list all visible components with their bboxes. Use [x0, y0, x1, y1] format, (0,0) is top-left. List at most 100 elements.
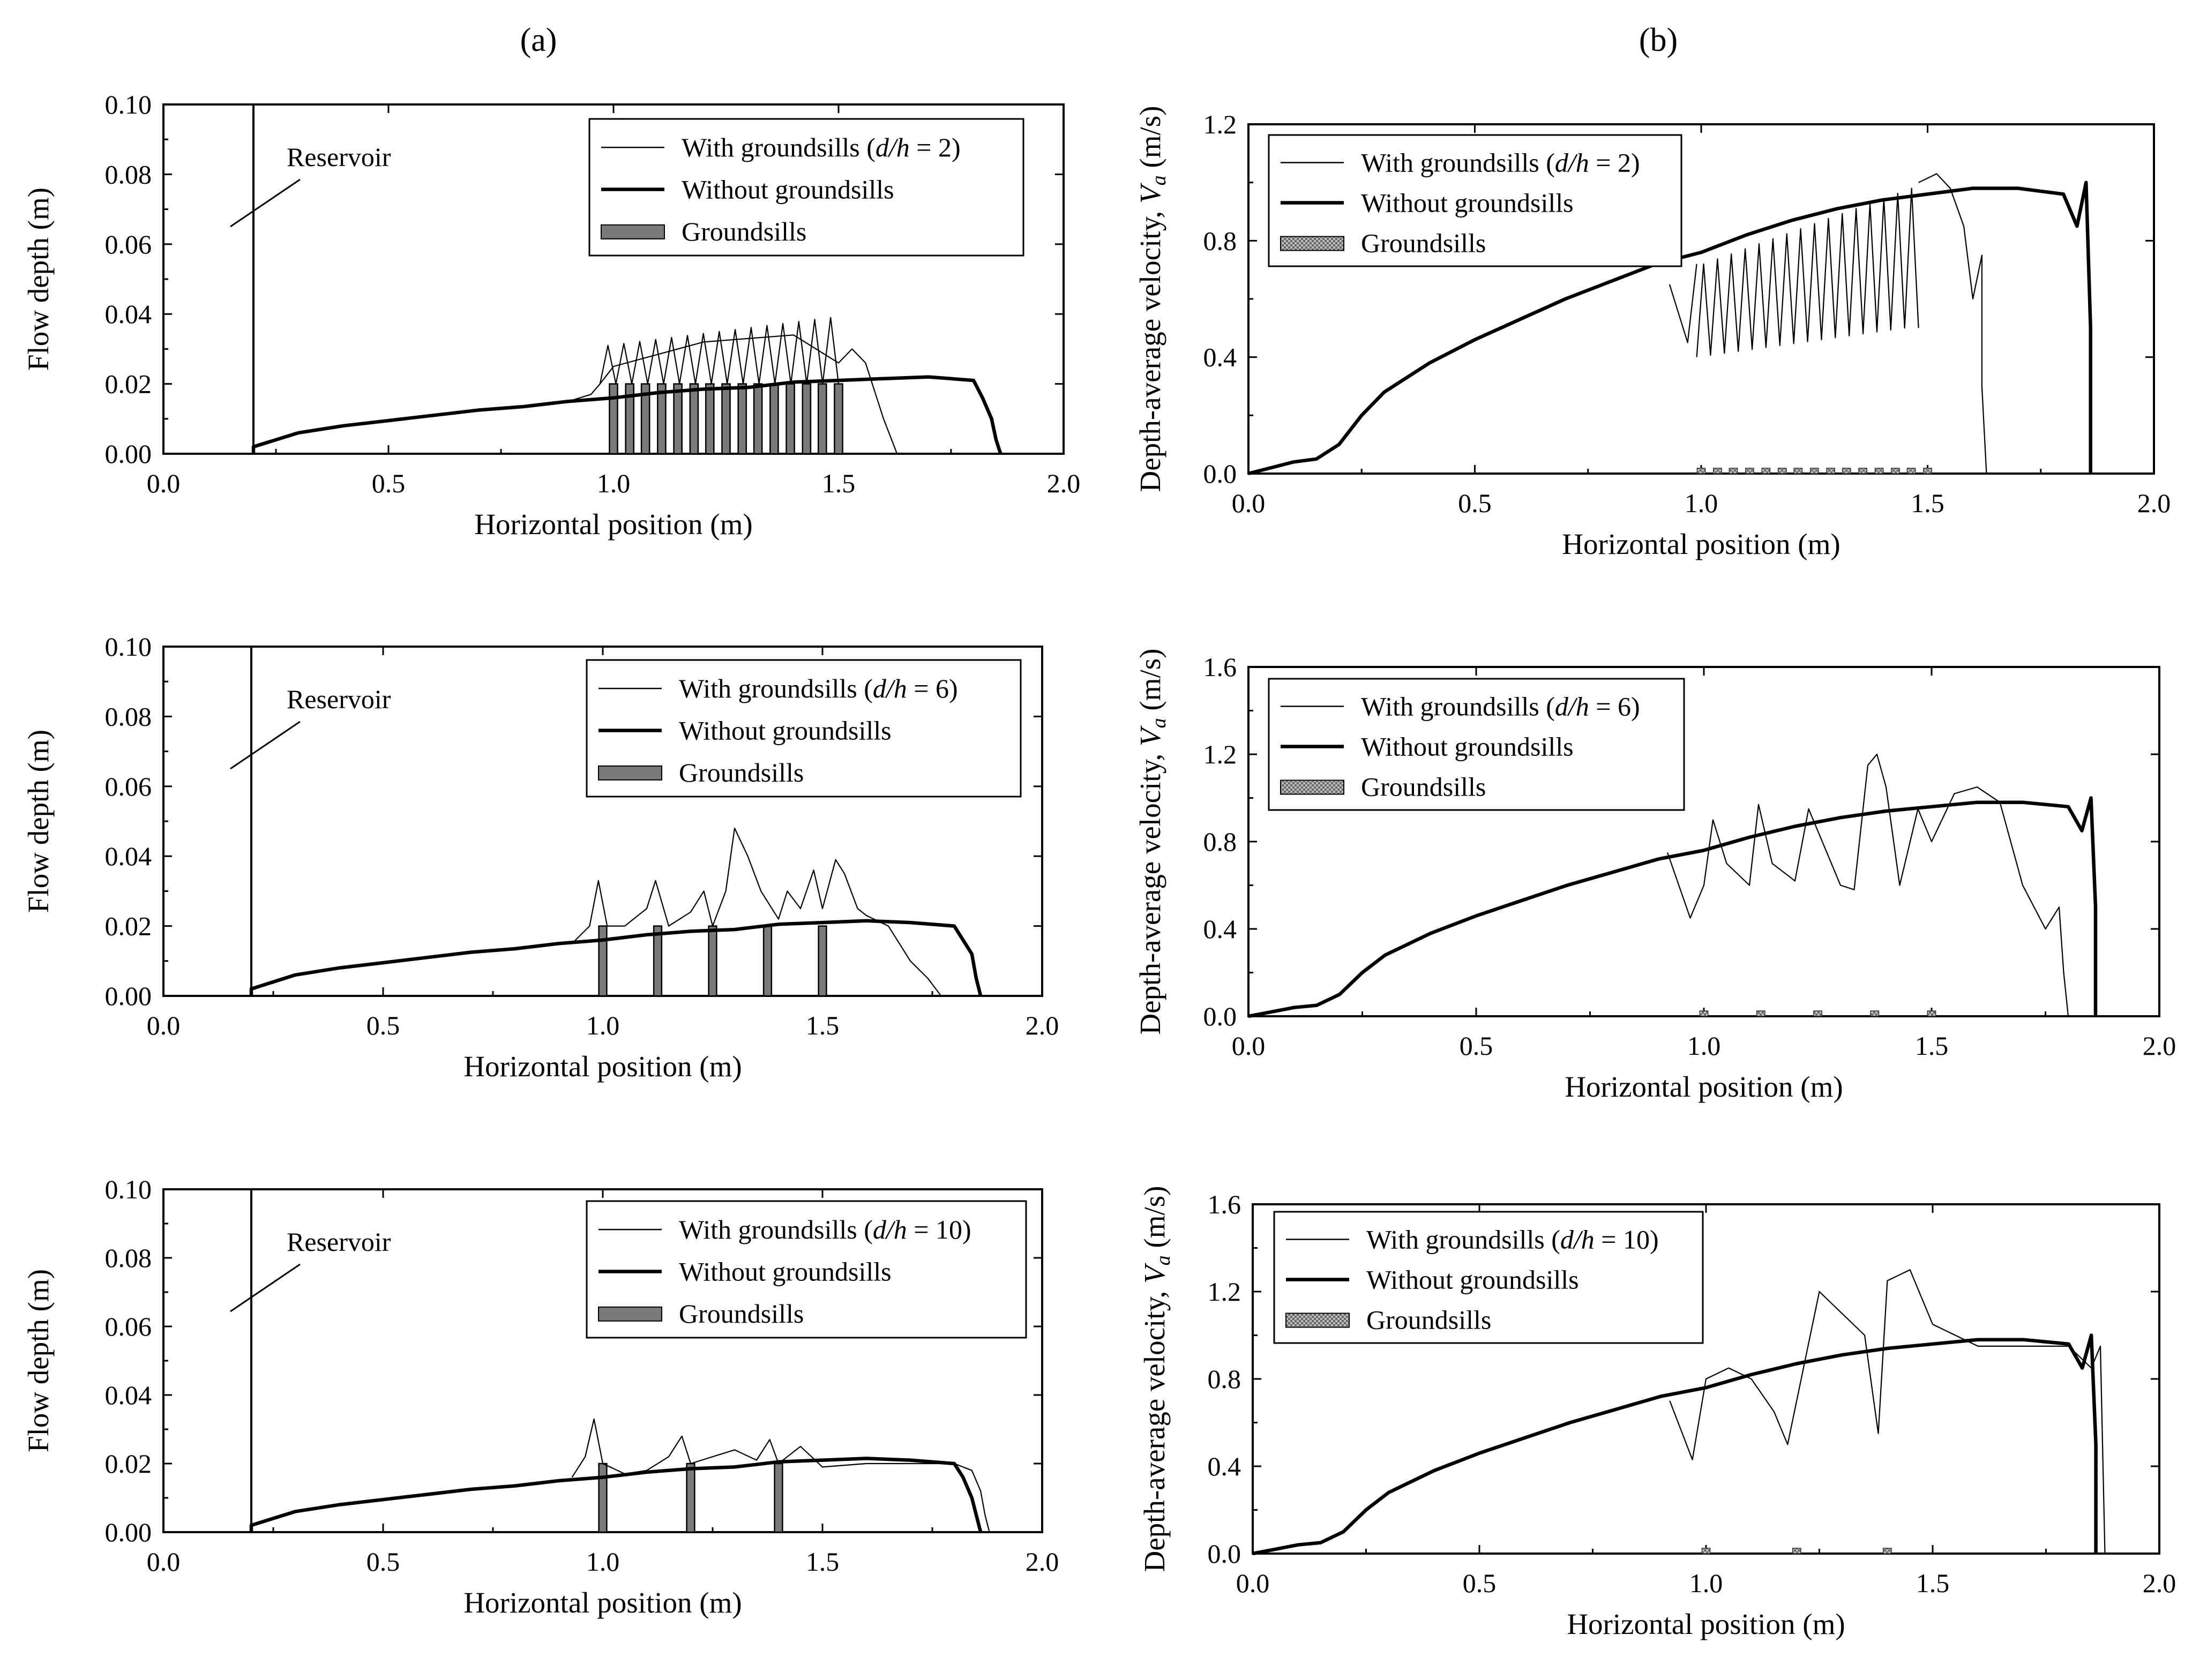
- groundsill-marker: [1713, 468, 1722, 474]
- legend-label: Groundsills: [1361, 228, 1486, 258]
- y-tick-label: 0.8: [1203, 226, 1237, 256]
- legend: With groundsills (d/h = 6) Without ground…: [586, 659, 1022, 798]
- legend-label: Groundsills: [679, 1299, 804, 1329]
- x-tick-label: 1.0: [1685, 488, 1718, 518]
- legend-swatch-groundsills: [1285, 1312, 1350, 1328]
- x-tick-label: 0.5: [1458, 488, 1492, 518]
- legend-label: With groundsills (d/h = 2): [682, 132, 961, 162]
- chart-a3: 0.0 0.5 1.0 1.5 2.0 0.00 0.02 0.04 0.06 0.08 0.10 H…: [22, 1174, 1059, 1619]
- x-tick-label: 1.5: [822, 468, 856, 498]
- groundsill-marker: [1699, 1010, 1709, 1017]
- x-tick-label: 2.0: [1047, 468, 1081, 498]
- legend-swatch-groundsills: [1280, 779, 1344, 795]
- series-with-groundsills: [571, 827, 942, 996]
- x-tick-label: 1.0: [597, 468, 631, 498]
- x-tick-label: 0.0: [147, 468, 181, 498]
- y-tick-label: 0.06: [105, 771, 152, 801]
- series-with-groundsills: [1918, 173, 1987, 474]
- legend-label: With groundsills (d/h = 10): [1366, 1225, 1659, 1255]
- series-with-groundsills: [571, 1418, 990, 1533]
- chart-a1: 0.0 0.5 1.0 1.5 2.0 0.00 0.02 0.04 0.06 0.08 0.10 H…: [22, 89, 1080, 541]
- groundsill-marker: [1891, 468, 1900, 474]
- y-tick-label: 0.00: [105, 981, 152, 1011]
- legend-label: Without groundsills: [1366, 1265, 1579, 1295]
- y-tick-label: 1.6: [1203, 652, 1237, 682]
- groundsill-marker: [1842, 468, 1851, 474]
- groundsill-marker: [1906, 468, 1916, 474]
- legend-label: Without groundsills: [682, 175, 894, 205]
- y-tick-label: 0.08: [105, 701, 152, 731]
- panel-label-a: (a): [520, 22, 557, 58]
- groundsill-bar: [769, 383, 779, 455]
- groundsill-marker: [1745, 468, 1754, 474]
- groundsill-marker: [1870, 1010, 1880, 1017]
- chart-b3: 0.0 0.5 1.0 1.5 2.0 0.0 0.4 0.8 1.2 1.6 Horizontal…: [1138, 1186, 2176, 1640]
- legend: With groundsills (d/h = 2) Without ground…: [1268, 134, 1682, 267]
- y-tick-label: 0.02: [105, 1449, 152, 1479]
- legend-label: Without groundsills: [679, 1257, 892, 1287]
- legend-box: [1268, 678, 1685, 811]
- x-tick-label: 1.0: [586, 1547, 620, 1577]
- x-tick-label: 0.5: [366, 1547, 400, 1577]
- y-tick-label: 1.6: [1208, 1189, 1241, 1219]
- groundsill-bar: [598, 925, 608, 997]
- legend: With groundsills (d/h = 10) Without groun…: [586, 1200, 1027, 1339]
- x-tick-label: 0.0: [147, 1547, 181, 1577]
- x-axis-title: Horizontal position (m): [1567, 1608, 1845, 1640]
- groundsill-marker: [1729, 468, 1738, 474]
- y-tick-label: 0.06: [105, 229, 152, 259]
- y-tick-label: 0.02: [105, 911, 152, 941]
- y-tick-label: 1.2: [1203, 109, 1237, 139]
- x-tick-label: 2.0: [1026, 1010, 1059, 1040]
- groundsill-bar: [598, 1462, 608, 1533]
- groundsill-bar: [705, 383, 715, 455]
- series-without-groundsills: [249, 919, 983, 996]
- legend-label: With groundsills (d/h = 6): [679, 673, 958, 703]
- legend-label: Without groundsills: [1361, 188, 1574, 218]
- chart-b1: 0.0 0.5 1.0 1.5 2.0 0.0 0.4 0.8 1.2 Horizontal po…: [1134, 106, 2171, 560]
- y-tick-label: 0.4: [1208, 1451, 1241, 1481]
- chart-b2: 0.0 0.5 1.0 1.5 2.0 0.0 0.4 0.8 1.2 1.6 Horizontal…: [1134, 648, 2176, 1103]
- legend-label: Without groundsills: [679, 716, 892, 746]
- series-with-groundsills: [1666, 753, 2069, 1017]
- groundsill-bar: [657, 383, 667, 455]
- legend-swatch-groundsills: [598, 765, 662, 781]
- y-tick-label: 0.10: [105, 89, 152, 119]
- x-tick-label: 0.0: [1232, 1031, 1266, 1061]
- legend: With groundsills (d/h = 10) Without groun…: [1273, 1211, 1704, 1344]
- legend-swatch-groundsills: [598, 1306, 662, 1322]
- legend-label: Groundsills: [682, 216, 806, 246]
- y-tick-label: 0.8: [1208, 1364, 1241, 1394]
- legend-label: Without groundsills: [1361, 732, 1574, 762]
- x-tick-label: 0.5: [1460, 1031, 1493, 1061]
- y-tick-label: 1.2: [1203, 739, 1237, 769]
- groundsill-bar: [721, 383, 731, 455]
- groundsill-bar: [737, 383, 747, 455]
- y-tick-label: 0.02: [105, 369, 152, 399]
- groundsill-bar: [785, 383, 795, 455]
- groundsill-bar: [762, 925, 773, 997]
- series-without-groundsills: [251, 375, 1002, 454]
- y-tick-label: 0.04: [105, 299, 152, 329]
- y-axis-title: Depth-average velocity, Va (m/s): [1138, 1186, 1174, 1572]
- x-tick-label: 1.5: [1915, 1031, 1949, 1061]
- y-tick-label: 0.8: [1203, 827, 1237, 857]
- legend-label: With groundsills (d/h = 2): [1361, 148, 1640, 178]
- y-tick-label: 1.2: [1208, 1277, 1241, 1307]
- groundsill-marker: [1761, 468, 1771, 474]
- series-with-groundsills-oscillation: [599, 317, 840, 385]
- chart-a2: 0.0 0.5 1.0 1.5 2.0 0.00 0.02 0.04 0.06 0.08 0.10 H…: [22, 632, 1059, 1083]
- groundsill-bar: [802, 383, 812, 455]
- x-tick-label: 1.0: [1687, 1031, 1721, 1061]
- x-tick-label: 1.0: [1689, 1568, 1723, 1598]
- groundsill-marker: [1826, 468, 1836, 474]
- charts-group: 0.0 0.5 1.0 1.5 2.0 0.00 0.02 0.04 0.06 0.08 0.10 H…: [22, 89, 2176, 1640]
- groundsill-marker: [1696, 468, 1706, 474]
- legend: With groundsills (d/h = 6) Without ground…: [1268, 678, 1685, 811]
- groundsill-bar: [653, 925, 663, 997]
- groundsill-bar: [774, 1462, 783, 1533]
- groundsill-marker: [1793, 468, 1803, 474]
- x-tick-label: 2.0: [2143, 1568, 2176, 1598]
- groundsill-bar: [818, 925, 827, 997]
